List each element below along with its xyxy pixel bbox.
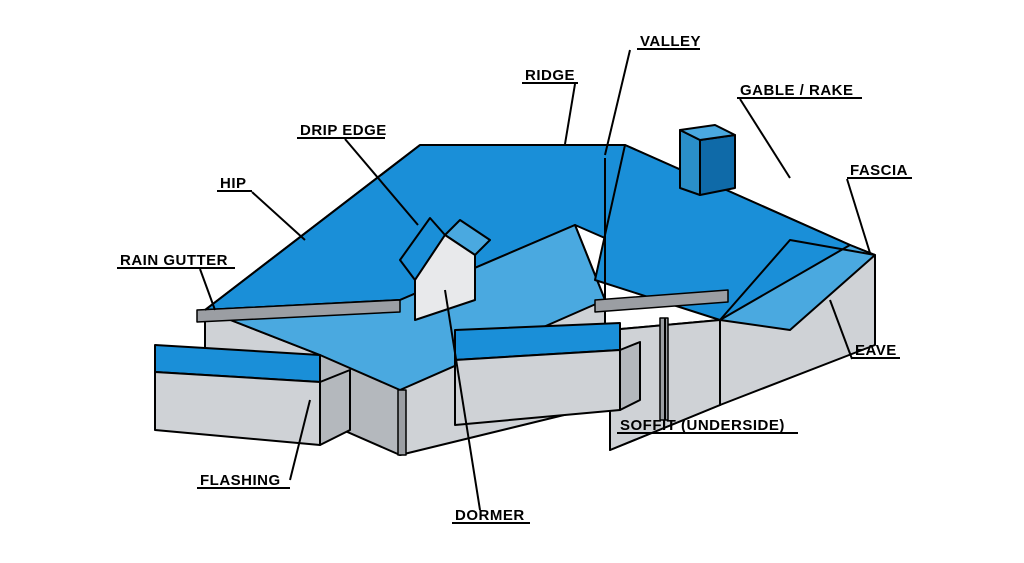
label-dormer: DORMER — [455, 507, 525, 524]
chimney-front — [680, 130, 700, 195]
label-fascia: FASCIA — [850, 162, 908, 179]
porch-side — [620, 342, 640, 410]
house-illustration — [155, 125, 875, 455]
porch-front — [455, 350, 620, 425]
leader-ridge — [565, 84, 575, 144]
downspout-left — [398, 390, 406, 455]
leader-hip — [252, 192, 305, 240]
label-rain_gutter: RAIN GUTTER — [120, 252, 228, 269]
garage-side — [320, 370, 350, 445]
roof-diagram: VALLEY RIDGE GABLE / RAKE DRIP EDGE FASCIA HI… — [0, 0, 1024, 563]
label-soffit: SOFFIT (UNDERSIDE) — [620, 417, 785, 434]
leader-fascia — [847, 179, 870, 253]
label-eave: EAVE — [855, 342, 897, 359]
label-gable_rake: GABLE / RAKE — [740, 82, 854, 99]
label-drip_edge: DRIP EDGE — [300, 122, 387, 139]
leader-rain_gutter — [200, 269, 215, 310]
label-ridge: RIDGE — [525, 67, 575, 84]
label-valley: VALLEY — [640, 33, 701, 50]
leader-valley — [605, 50, 630, 155]
chimney-side — [700, 135, 735, 195]
garage-front — [155, 372, 320, 445]
label-flashing: FLASHING — [200, 472, 281, 489]
leader-gable_rake — [740, 99, 790, 178]
label-hip: HIP — [220, 175, 247, 192]
